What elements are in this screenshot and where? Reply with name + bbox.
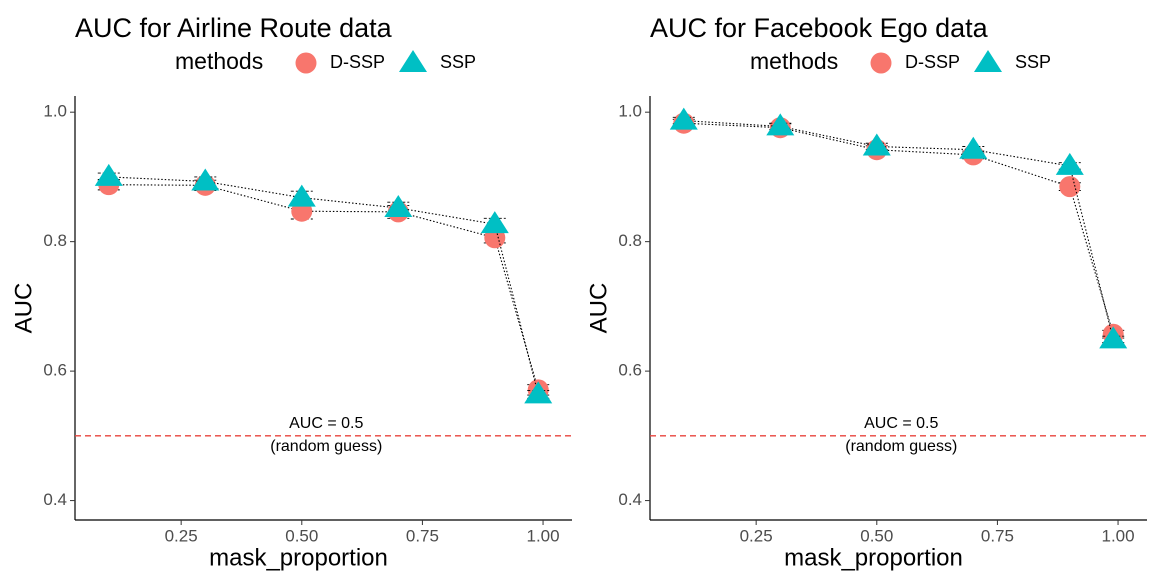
y-tick-label: 0.6: [43, 361, 67, 380]
reference-label: AUC = 0.5: [289, 415, 363, 432]
legend-title: methods: [175, 48, 263, 74]
x-tick-label: 1.00: [527, 526, 560, 545]
series-d-ssp: [97, 174, 550, 401]
data-point-ssp: [94, 163, 123, 186]
reference-sublabel: (random guess): [270, 438, 382, 455]
series-ssp: [94, 163, 553, 404]
x-tick-label: 0.25: [165, 526, 198, 545]
chart-panel-airline: AUC for Airline Route data methods D-SSP SS…: [10, 13, 572, 571]
series-line-ssp: [108, 176, 539, 395]
y-axis-title: AUC: [10, 283, 37, 334]
data-point-ssp: [384, 194, 413, 217]
data-point-ssp: [480, 211, 509, 234]
series-line-d-ssp: [108, 184, 539, 391]
data-point-ssp: [191, 168, 220, 191]
chart-title: AUC for Facebook Ego data: [650, 13, 989, 43]
legend: methods D-SSP SSP: [175, 48, 476, 74]
x-tick-label: 0.75: [406, 526, 439, 545]
legend-label-d-ssp: D-SSP: [905, 52, 960, 72]
series-line-ssp: [683, 120, 1114, 340]
data-point-ssp: [524, 381, 553, 404]
series-d-ssp: [672, 112, 1125, 345]
y-tick-label: 1.0: [618, 102, 642, 121]
data-point-ssp: [959, 136, 988, 159]
y-tick-label: 0.4: [618, 490, 642, 509]
legend-key-ssp: [399, 50, 427, 72]
x-axis-title: mask_proportion: [209, 544, 388, 571]
legend-label-ssp: SSP: [1015, 52, 1051, 72]
x-tick-label: 0.50: [285, 526, 318, 545]
legend-key-d-ssp: [295, 52, 317, 74]
legend: methods D-SSP SSP: [750, 48, 1051, 74]
y-tick-label: 0.6: [618, 361, 642, 380]
data-point-ssp: [1055, 152, 1084, 175]
y-tick-label: 0.4: [43, 490, 67, 509]
y-tick-label: 1.0: [43, 102, 67, 121]
series-line-d-ssp: [683, 122, 1114, 335]
y-tick-label: 0.8: [618, 231, 642, 250]
axes: 0.4 0.6 0.8 1.0 0.25 0.50 0.75 1.00: [618, 96, 1147, 545]
data-point-ssp: [1099, 326, 1128, 349]
legend-label-ssp: SSP: [440, 52, 476, 72]
legend-title: methods: [750, 48, 838, 74]
y-axis-title: AUC: [585, 283, 612, 334]
x-tick-label: 1.00: [1102, 526, 1135, 545]
data-point-d-ssp: [1059, 176, 1081, 198]
reference-label: AUC = 0.5: [864, 415, 938, 432]
x-tick-label: 0.25: [740, 526, 773, 545]
reference-sublabel: (random guess): [845, 438, 957, 455]
x-tick-label: 0.75: [981, 526, 1014, 545]
chart-title: AUC for Airline Route data: [75, 13, 393, 43]
axes: 0.4 0.6 0.8 1.0 0.25 0.50 0.75 1.00: [43, 96, 572, 545]
x-tick-label: 0.50: [860, 526, 893, 545]
chart-panel-facebook: AUC for Facebook Ego data methods D-SSP SSP…: [585, 13, 1147, 571]
data-point-ssp: [287, 184, 316, 207]
data-point-ssp: [766, 113, 795, 136]
legend-key-d-ssp: [870, 52, 892, 74]
data-point-ssp: [669, 107, 698, 130]
series-ssp: [669, 107, 1128, 349]
x-axis-title: mask_proportion: [784, 544, 963, 571]
y-tick-label: 0.8: [43, 231, 67, 250]
legend-key-ssp: [974, 50, 1002, 72]
data-point-ssp: [862, 133, 891, 156]
legend-label-d-ssp: D-SSP: [330, 52, 385, 72]
